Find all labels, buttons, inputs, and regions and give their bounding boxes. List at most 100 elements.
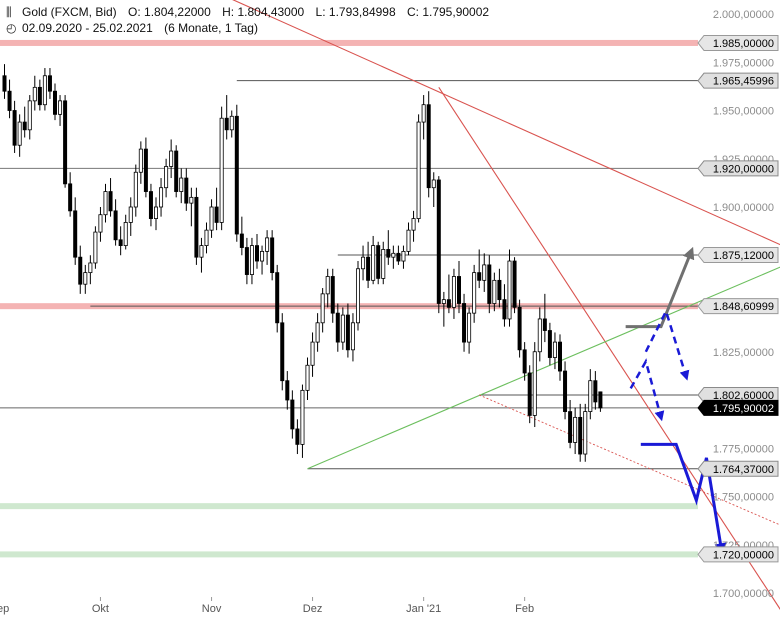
candle-body[interactable] [12, 110, 17, 146]
candle-body[interactable] [416, 121, 421, 219]
candle-body[interactable] [578, 416, 583, 455]
candle-body[interactable] [47, 75, 52, 92]
candle-body[interactable] [98, 214, 103, 233]
candle-body[interactable] [133, 171, 138, 208]
candle-body[interactable] [7, 90, 12, 111]
candle-body[interactable] [568, 411, 573, 443]
candle-body[interactable] [159, 187, 164, 208]
candle-body[interactable] [108, 191, 113, 212]
candle-body[interactable] [184, 177, 189, 204]
candle-body[interactable] [583, 411, 588, 455]
candle-body[interactable] [153, 206, 158, 219]
candle-body[interactable] [436, 179, 441, 304]
candle-body[interactable] [340, 314, 345, 343]
candle-body[interactable] [477, 272, 482, 281]
candle-body[interactable] [563, 370, 568, 412]
candle-body[interactable] [280, 322, 285, 382]
candle-body[interactable] [17, 121, 22, 146]
candle-body[interactable] [350, 322, 355, 351]
candle-body[interactable] [128, 206, 133, 223]
candle-body[interactable] [270, 237, 275, 274]
price-label-box[interactable]: 1.720,00000 [697, 546, 779, 563]
candle-body[interactable] [315, 322, 320, 343]
candle-body[interactable] [355, 268, 360, 324]
candle-body[interactable] [467, 312, 472, 343]
candle-body[interactable] [285, 380, 290, 401]
candle-body[interactable] [53, 90, 58, 115]
candle-body[interactable] [573, 416, 578, 443]
candle-body[interactable] [456, 276, 461, 304]
candle-body[interactable] [118, 239, 123, 246]
candle-body[interactable] [58, 100, 63, 115]
candle-body[interactable] [361, 256, 366, 270]
candle-body[interactable] [426, 104, 431, 189]
price-label-box[interactable]: 1.875,12000 [697, 247, 779, 264]
candle-body[interactable] [164, 166, 169, 189]
candle-body[interactable] [148, 191, 153, 219]
candle-body[interactable] [42, 75, 47, 106]
candle-body[interactable] [37, 86, 42, 106]
candle-body[interactable] [527, 372, 532, 416]
candle-body[interactable] [32, 86, 37, 102]
forecast-arrow[interactable] [629, 358, 665, 422]
candle-body[interactable] [391, 252, 396, 258]
candle-body[interactable] [265, 237, 270, 252]
candle-body[interactable] [229, 115, 234, 131]
candle-body[interactable] [73, 210, 78, 258]
candle-body[interactable] [507, 260, 512, 320]
candle-body[interactable] [517, 306, 522, 351]
candle-body[interactable] [103, 191, 108, 216]
candle-body[interactable] [300, 389, 305, 445]
candle-body[interactable] [113, 210, 118, 241]
candle-body[interactable] [68, 183, 73, 212]
candle-body[interactable] [320, 293, 325, 324]
candle-body[interactable] [492, 279, 497, 304]
price-label-box[interactable]: 1.795,90002 [697, 399, 779, 416]
candle-body[interactable] [401, 250, 406, 262]
price-label-box[interactable]: 1.920,00000 [697, 160, 779, 177]
candle-body[interactable] [381, 249, 386, 279]
candle-body[interactable] [386, 249, 391, 258]
candle-body[interactable] [249, 245, 254, 275]
candle-body[interactable] [472, 272, 477, 314]
candle-body[interactable] [169, 150, 174, 167]
candle-body[interactable] [83, 272, 88, 285]
candle-body[interactable] [189, 196, 194, 204]
candle-body[interactable] [406, 229, 411, 252]
candle-body[interactable] [63, 100, 68, 185]
price-label-box[interactable]: 1.985,00000 [697, 34, 779, 51]
candle-body[interactable] [512, 260, 517, 308]
candle-body[interactable] [345, 314, 350, 351]
candle-body[interactable] [552, 341, 557, 358]
candle-body[interactable] [204, 229, 209, 247]
candle-body[interactable] [497, 279, 502, 301]
candle-body[interactable] [290, 399, 295, 430]
candle-body[interactable] [143, 148, 148, 192]
candle-body[interactable] [2, 75, 7, 92]
candle-body[interactable] [310, 341, 315, 366]
candle-body[interactable] [123, 222, 128, 247]
candle-body[interactable] [462, 303, 467, 343]
candle-body[interactable] [78, 256, 83, 285]
candle-body[interactable] [547, 330, 552, 358]
candle-body[interactable] [22, 121, 27, 131]
candle-body[interactable] [199, 245, 204, 258]
candle-body[interactable] [588, 380, 593, 412]
candle-body[interactable] [487, 264, 492, 304]
candle-body[interactable] [522, 349, 527, 374]
candle-body[interactable] [593, 380, 598, 403]
candle-body[interactable] [275, 272, 280, 324]
candle-body[interactable] [542, 318, 547, 331]
candle-body[interactable] [27, 100, 32, 131]
candle-body[interactable] [451, 276, 456, 308]
candle-body[interactable] [179, 177, 184, 192]
forecast-arrow[interactable] [644, 307, 690, 381]
candle-body[interactable] [482, 264, 487, 281]
price-label-box[interactable]: 1.848,60999 [697, 298, 779, 315]
candle-body[interactable] [537, 318, 542, 353]
candle-body[interactable] [411, 218, 416, 231]
candle-body[interactable] [325, 276, 330, 295]
candle-body[interactable] [93, 231, 98, 264]
